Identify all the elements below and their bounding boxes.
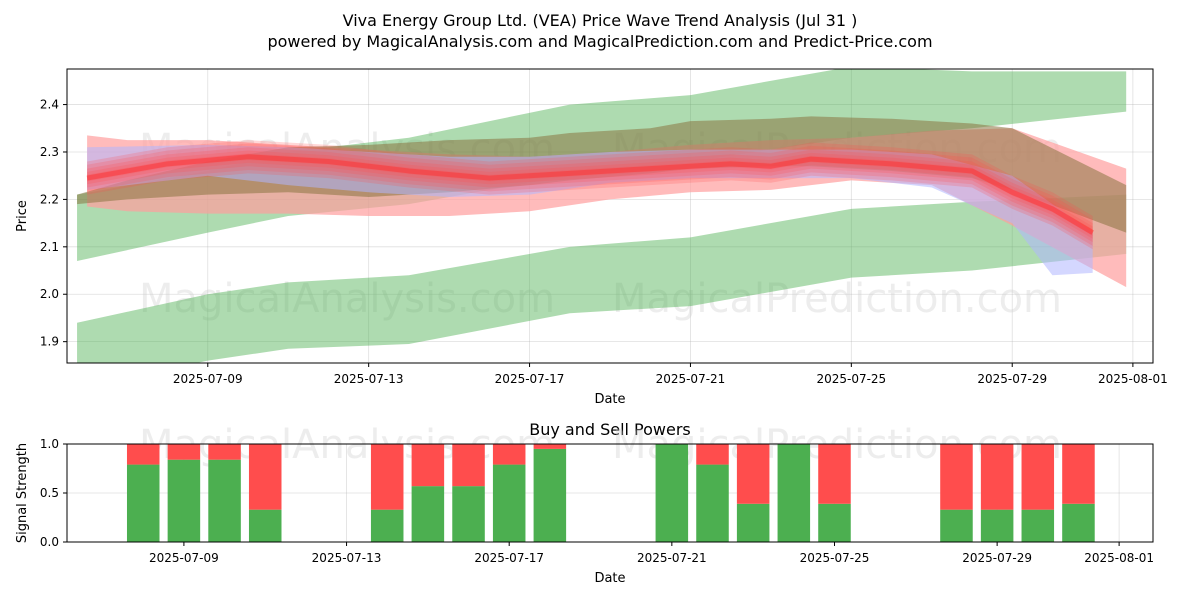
price-y-ticks: 1.9 2.0 2.1 2.2 2.3 2.4	[40, 98, 67, 349]
signal-bars	[126, 444, 1095, 542]
sell-power-bar	[411, 444, 445, 487]
signal-y-tick-label: 0.5	[40, 486, 59, 500]
sell-power-bar	[492, 444, 526, 465]
watermark-text: MagicalAnalysis.com	[139, 422, 555, 468]
price-y-axis-label: Price	[15, 200, 30, 232]
chart-subtitle: powered by MagicalAnalysis.com and Magic…	[267, 32, 932, 51]
watermark-text: MagicalPrediction.com	[612, 276, 1062, 322]
wave-band-green	[77, 194, 1127, 363]
signal-y-tick-label: 0.0	[40, 535, 59, 549]
buy-power-bar	[1062, 503, 1095, 542]
sell-power-bar	[940, 444, 973, 510]
signal-x-tick-label: 2025-07-25	[800, 551, 870, 565]
buy-power-bar	[696, 464, 729, 542]
buy-power-bar	[980, 509, 1014, 542]
sell-power-bar	[736, 444, 770, 504]
wave-core-band	[87, 153, 1093, 236]
chart-title: Viva Energy Group Ltd. (VEA) Price Wave …	[343, 11, 858, 30]
wave-core-band	[87, 147, 1093, 243]
price-y-tick-label: 2.2	[40, 192, 59, 206]
signal-x-ticks: 2025-07-09 2025-07-13 2025-07-17 2025-07-21…	[149, 542, 1154, 565]
sell-power-bar	[370, 444, 404, 510]
price-chart: MagicalAnalysis.com MagicalPrediction.com…	[15, 68, 1168, 407]
price-y-tick-label: 2.1	[40, 240, 59, 254]
sell-power-bar	[452, 444, 485, 487]
price-y-tick-label: 2.3	[40, 145, 59, 159]
signal-x-axis-label: Date	[594, 571, 625, 586]
sell-power-bar	[696, 444, 729, 465]
price-y-tick-label: 1.9	[40, 335, 59, 349]
price-x-axis-label: Date	[594, 392, 625, 407]
buy-power-bar	[452, 486, 485, 542]
buy-power-bar	[533, 448, 567, 542]
price-x-tick-label: 2025-08-01	[1098, 372, 1168, 386]
buy-power-bar	[1021, 509, 1055, 542]
signal-x-tick-label: 2025-07-09	[149, 551, 219, 565]
signal-x-tick-label: 2025-07-29	[962, 551, 1032, 565]
sell-power-bar	[818, 444, 851, 504]
buy-power-bar	[777, 444, 811, 542]
buy-power-bar	[248, 509, 282, 542]
price-wave-bands	[77, 69, 1127, 363]
signal-chart: Buy and Sell Powers MagicalAnalysis.comM…	[15, 420, 1154, 586]
price-x-ticks: 2025-07-09 2025-07-13 2025-07-17 2025-07-21…	[173, 363, 1168, 386]
buy-power-bar	[167, 459, 201, 542]
sell-power-bar	[167, 444, 201, 460]
signal-y-tick-label: 1.0	[40, 437, 59, 451]
watermark-text: MagicalAnalysis.com	[139, 276, 555, 322]
signal-y-axis-label: Signal Strength	[15, 443, 30, 543]
sell-power-bar	[248, 444, 282, 510]
price-x-tick-label: 2025-07-21	[656, 372, 726, 386]
buy-power-bar	[736, 503, 770, 542]
sell-power-bar	[1021, 444, 1055, 510]
buy-power-bar	[411, 486, 445, 542]
buy-power-bar	[818, 503, 851, 542]
price-x-tick-label: 2025-07-17	[495, 372, 565, 386]
buy-power-bar	[940, 509, 973, 542]
price-x-tick-label: 2025-07-29	[977, 372, 1047, 386]
sell-power-bar	[533, 444, 567, 449]
signal-x-tick-label: 2025-07-17	[474, 551, 544, 565]
price-y-tick-label: 2.0	[40, 287, 59, 301]
price-plot-background	[67, 69, 1153, 363]
price-x-tick-label: 2025-07-09	[173, 372, 243, 386]
buy-power-bar	[370, 509, 404, 542]
signal-x-tick-label: 2025-07-21	[637, 551, 707, 565]
buy-power-bar	[126, 464, 160, 542]
sell-power-bar	[126, 444, 160, 465]
price-plot-frame	[66, 68, 1154, 364]
price-x-tick-label: 2025-07-13	[334, 372, 404, 386]
signal-x-tick-label: 2025-07-13	[312, 551, 382, 565]
wave-core-band	[87, 150, 1093, 239]
wave-band-band_blue	[87, 144, 1093, 276]
price-x-tick-label: 2025-07-25	[816, 372, 886, 386]
buy-power-bar	[208, 459, 241, 542]
signal-x-tick-label: 2025-08-01	[1084, 551, 1154, 565]
price-y-tick-label: 2.4	[40, 98, 59, 112]
sell-power-bar	[208, 444, 241, 460]
sell-power-bar	[1062, 444, 1095, 504]
signal-chart-title: Buy and Sell Powers	[529, 420, 691, 439]
wave-core-band	[87, 143, 1093, 246]
buy-power-bar	[655, 444, 689, 542]
wave-center-line	[86, 154, 1094, 235]
wave-core-band	[87, 140, 1093, 250]
sell-power-bar	[980, 444, 1014, 510]
signal-y-ticks: 0.0 0.5 1.0	[40, 437, 67, 549]
buy-power-bar	[492, 464, 526, 542]
